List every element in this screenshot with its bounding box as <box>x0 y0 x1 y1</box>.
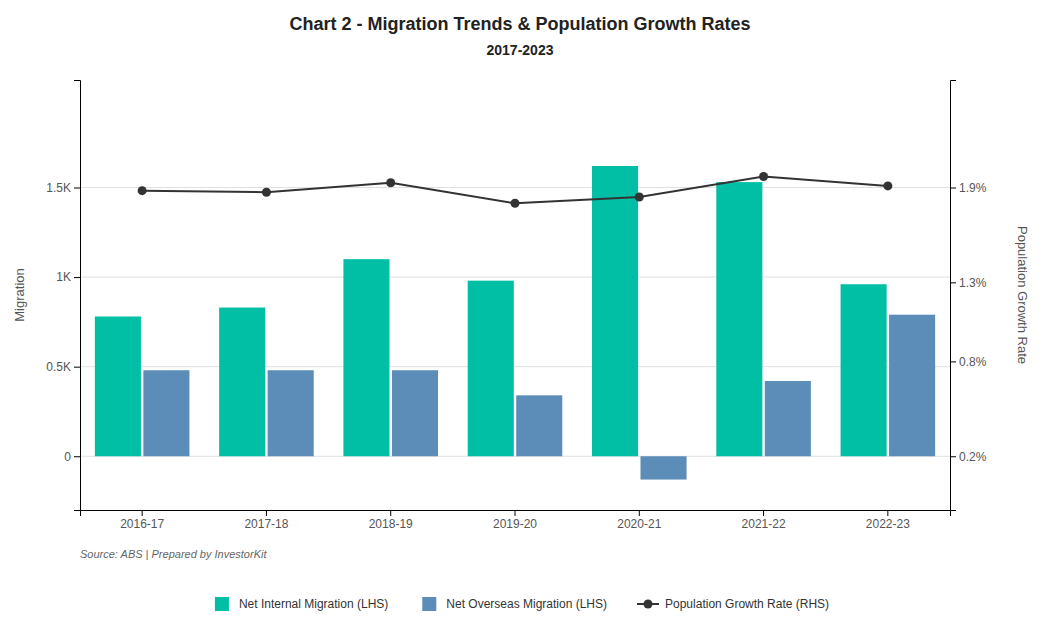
grid-line <box>80 277 950 278</box>
tick: 1.3% <box>950 276 987 290</box>
legend-swatch <box>215 597 229 611</box>
legend-item: Net Internal Migration (LHS) <box>215 597 388 611</box>
tick-mark <box>887 510 888 516</box>
title: Chart 2 - Migration Trends & Population … <box>289 14 750 34</box>
tick: 2018-19 <box>369 510 413 531</box>
marker <box>510 199 519 208</box>
marker <box>138 186 147 195</box>
tick: 2020-21 <box>617 510 661 531</box>
bar <box>841 284 887 456</box>
tick: 1K <box>56 270 80 284</box>
tick: 0 <box>64 450 80 464</box>
subtitle: 2017-2023 <box>487 42 554 58</box>
tick-label: 2019-20 <box>493 517 537 531</box>
plot: 2016-17 2017-18 2018-19 2019-20 2020-21 2021-… <box>46 81 986 531</box>
marker <box>635 192 644 201</box>
bar <box>889 315 935 457</box>
legend-label: Net Internal Migration (LHS) <box>239 597 388 611</box>
grid-line <box>80 366 950 367</box>
tick-mark <box>950 361 956 362</box>
tick-mark <box>950 282 956 283</box>
tick-mark <box>950 456 956 457</box>
tick-mark <box>950 188 956 189</box>
tick-label: 2018-19 <box>369 517 413 531</box>
bar <box>640 456 686 479</box>
tick-label: 1.3% <box>959 276 987 290</box>
tick-mark <box>390 510 391 516</box>
legend-label: Net Overseas Migration (LHS) <box>446 597 607 611</box>
tick-mark <box>74 277 80 278</box>
tick-mark <box>639 510 640 516</box>
tick-label: 0.5K <box>46 360 71 374</box>
tick-mark <box>515 510 516 516</box>
bar <box>716 182 762 456</box>
bar <box>95 317 141 457</box>
marker <box>386 178 395 187</box>
chart: 2016-17 2017-18 2018-19 2019-20 2020-21 2021-… <box>0 0 1040 640</box>
axis-line <box>81 511 951 517</box>
tick-label: 0.2% <box>959 450 987 464</box>
grid <box>80 188 950 457</box>
tick-label: 2017-18 <box>244 517 288 531</box>
tick: 2019-20 <box>493 510 537 531</box>
axis-line <box>951 81 957 511</box>
x-axis: 2016-17 2017-18 2018-19 2019-20 2020-21 2021-… <box>81 510 951 531</box>
tick: 2021-22 <box>742 510 786 531</box>
tick: 0.8% <box>950 355 987 369</box>
bar <box>268 370 314 456</box>
tick-mark <box>142 510 143 516</box>
legend-label: Population Growth Rate (RHS) <box>665 597 829 611</box>
tick-label: 1K <box>56 270 71 284</box>
bar <box>143 370 189 456</box>
legend-swatch <box>644 599 653 608</box>
tick-label: 2020-21 <box>617 517 661 531</box>
marks <box>95 166 935 480</box>
marker <box>262 188 271 197</box>
grid-line <box>80 187 950 188</box>
marker <box>883 181 892 190</box>
y-axis-title: Migration <box>12 268 27 321</box>
legend-swatch <box>422 597 436 611</box>
tick: 0.2% <box>950 450 987 464</box>
tick: 2016-17 <box>120 510 164 531</box>
bar-series <box>95 166 887 456</box>
tick-mark <box>763 510 764 516</box>
bar <box>343 259 389 456</box>
tick: 2017-18 <box>244 510 288 531</box>
tick-label: 0 <box>64 450 71 464</box>
tick-mark <box>266 510 267 516</box>
tick-label: 2022-23 <box>866 517 910 531</box>
annotation: Source: ABS | Prepared by InvestorKit <box>80 548 267 560</box>
tick-label: 1.9% <box>959 181 987 195</box>
bar-series <box>143 315 935 480</box>
tick-mark <box>74 188 80 189</box>
y2-axis: 0.2% 0.8% 1.3% 1.9% <box>950 81 987 511</box>
axis-line <box>74 81 81 511</box>
bar <box>516 395 562 456</box>
bar <box>468 281 514 457</box>
tick: 2022-23 <box>866 510 910 531</box>
y-axis: 0 0.5K 1K 1.5K <box>46 81 80 511</box>
y2-axis-title: Population Growth Rate <box>1015 226 1030 364</box>
line-series <box>138 172 893 208</box>
bar <box>219 308 265 457</box>
legend: Net Internal Migration (LHS) Net Overseas… <box>215 597 829 611</box>
tick: 0.5K <box>46 360 80 374</box>
legend-item: Net Overseas Migration (LHS) <box>422 597 607 611</box>
tick: 1.5K <box>46 181 80 195</box>
tick: 1.9% <box>950 181 987 195</box>
legend-item: Population Growth Rate (RHS) <box>637 597 829 611</box>
bar <box>592 166 638 456</box>
tick-label: 1.5K <box>46 181 71 195</box>
marker <box>759 172 768 181</box>
tick-label: 2016-17 <box>120 517 164 531</box>
tick-label: 2021-22 <box>742 517 786 531</box>
bar <box>392 370 438 456</box>
grid-line <box>80 456 950 457</box>
tick-mark <box>74 367 80 368</box>
bar <box>765 381 811 456</box>
tick-label: 0.8% <box>959 355 987 369</box>
tick-mark <box>74 456 80 457</box>
